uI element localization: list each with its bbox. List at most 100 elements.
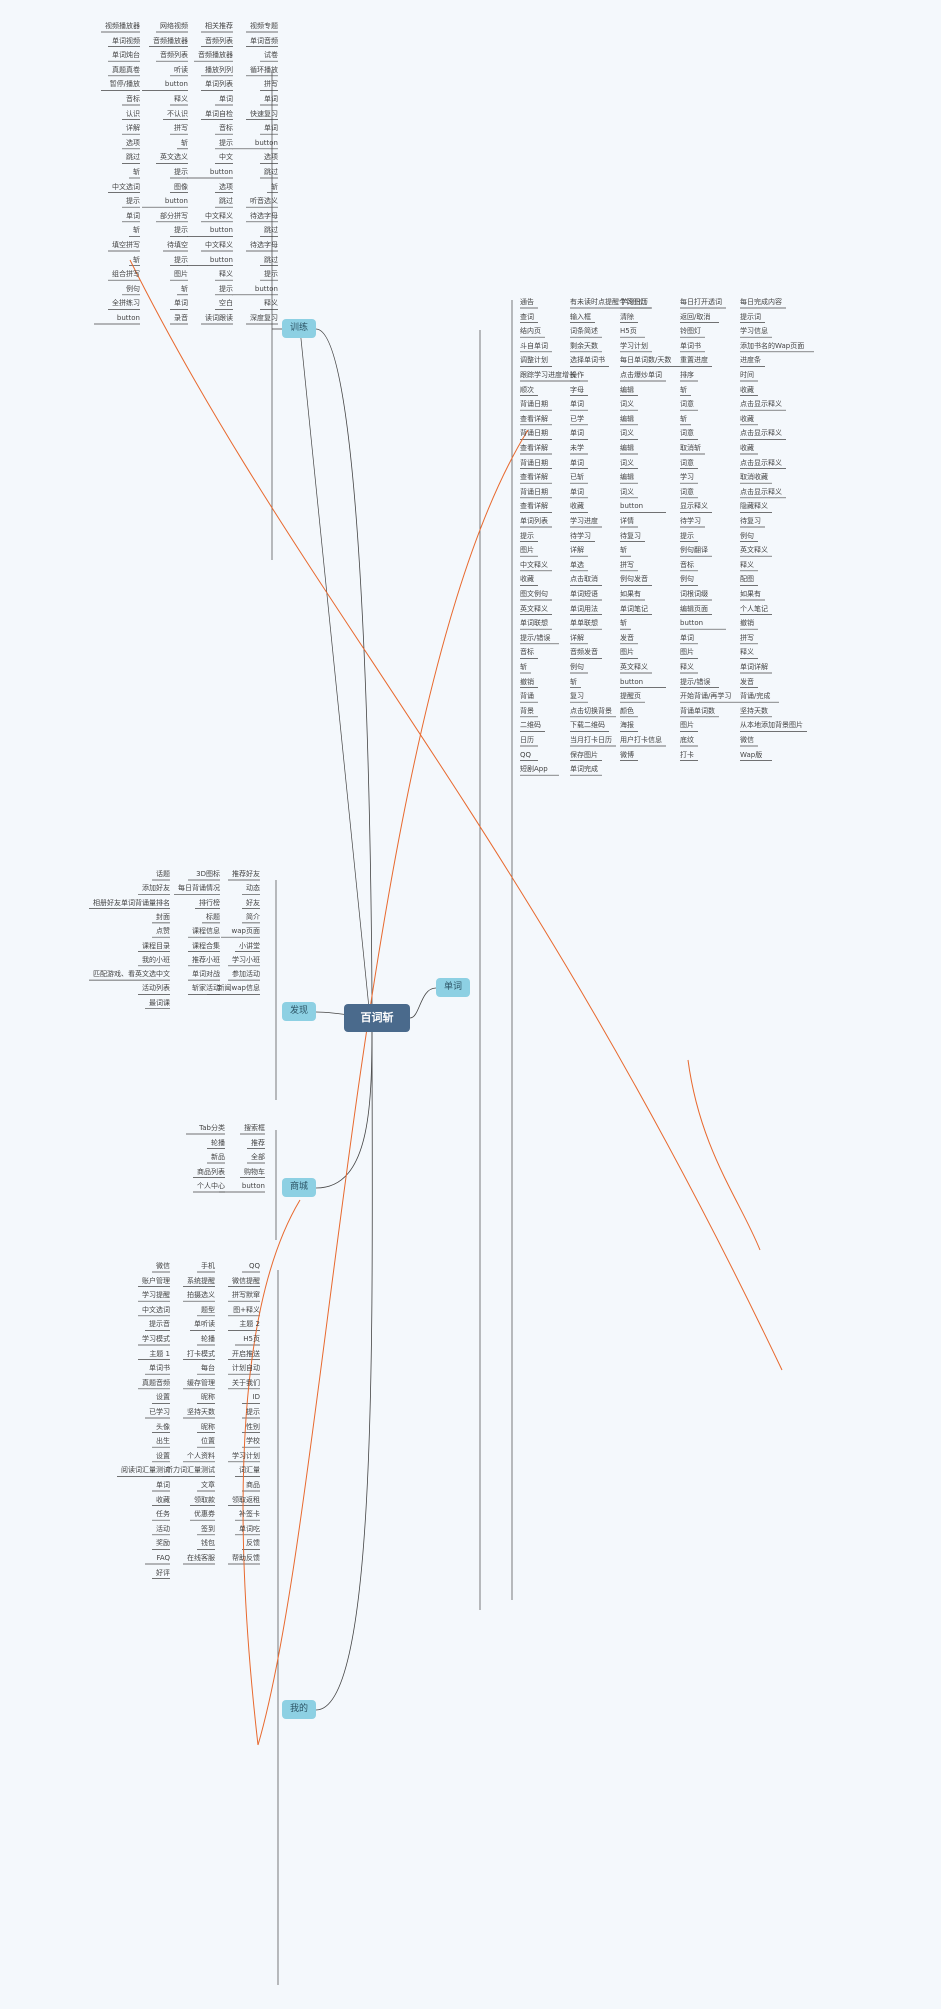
words-node[interactable]: 每日单词数/天数: [620, 356, 672, 365]
mine-node[interactable]: 位置: [201, 1437, 215, 1446]
discover-node[interactable]: 3D图标: [196, 870, 220, 878]
discover-node[interactable]: 相册好友单词背诵量排名: [93, 898, 170, 907]
mine-node[interactable]: H5页: [243, 1335, 260, 1343]
train-node[interactable]: 斩: [133, 255, 140, 264]
discover-node[interactable]: 简介: [246, 912, 260, 921]
discover-node[interactable]: 动态: [246, 884, 260, 893]
words-node[interactable]: 坚持天数: [740, 706, 768, 715]
train-node[interactable]: 待选字母: [250, 241, 278, 249]
train-node[interactable]: 例句: [126, 284, 140, 293]
train-node[interactable]: 待选字母: [250, 211, 278, 220]
mine-node[interactable]: 出生: [156, 1437, 170, 1446]
words-node[interactable]: 单词列表: [520, 517, 548, 525]
mine-node[interactable]: 中文选词: [142, 1305, 170, 1314]
mine-node[interactable]: 个人资料: [187, 1451, 215, 1460]
mine-node[interactable]: 商品: [246, 1481, 260, 1489]
mine-node[interactable]: 提示音: [149, 1320, 170, 1329]
mine-node[interactable]: 学校: [246, 1437, 260, 1446]
words-node[interactable]: 提示/错误: [520, 633, 551, 642]
train-node[interactable]: 试卷: [264, 51, 278, 60]
words-node[interactable]: 编辑: [620, 473, 634, 482]
words-node[interactable]: 单词用法: [570, 604, 598, 613]
mine-node[interactable]: 缓存管理: [187, 1378, 215, 1387]
words-node[interactable]: 背诵日期: [520, 400, 548, 409]
train-node[interactable]: 斩: [181, 284, 188, 293]
mine-node[interactable]: 帮助反馈: [232, 1554, 260, 1562]
train-node[interactable]: 全拼练习: [112, 299, 140, 308]
discover-node[interactable]: 活动列表: [142, 984, 170, 993]
words-node[interactable]: 选择单词书: [570, 356, 605, 365]
mine-node[interactable]: 主题 1: [149, 1349, 170, 1358]
words-node[interactable]: 显示释义: [680, 502, 708, 511]
words-node[interactable]: 剩余天数: [570, 341, 598, 350]
words-node[interactable]: 提醒页: [620, 692, 641, 701]
hub-shop[interactable]: 商城: [282, 1178, 316, 1197]
shop-node[interactable]: Tab分类: [199, 1124, 225, 1132]
words-node[interactable]: 释义: [740, 560, 754, 569]
words-node[interactable]: 点击显示释义: [740, 487, 782, 496]
discover-node[interactable]: 好友: [246, 898, 260, 907]
words-node[interactable]: 单选: [570, 560, 584, 569]
mine-node[interactable]: 开启推送: [232, 1349, 260, 1358]
train-node[interactable]: 提示: [126, 197, 140, 206]
mine-node[interactable]: 单听读: [194, 1320, 215, 1329]
discover-node[interactable]: 课程信息: [192, 927, 220, 936]
mine-node[interactable]: 已学习: [149, 1408, 170, 1416]
mine-node[interactable]: 词汇量: [239, 1466, 260, 1475]
mine-node[interactable]: 领取款: [194, 1495, 215, 1504]
discover-node[interactable]: 新闻wap信息: [217, 984, 260, 993]
mine-node[interactable]: 坚持天数: [187, 1408, 215, 1416]
words-node[interactable]: 如果有: [620, 590, 641, 598]
mine-node[interactable]: 系统提醒: [187, 1276, 215, 1285]
words-node[interactable]: 点击显示释义: [740, 458, 782, 467]
words-node[interactable]: 拼写: [620, 560, 634, 569]
discover-node[interactable]: 单词对战: [192, 970, 220, 979]
words-node[interactable]: 收藏: [740, 414, 754, 423]
train-node[interactable]: 选项: [264, 153, 278, 162]
words-node[interactable]: 图片: [680, 721, 694, 730]
mine-node[interactable]: 题型: [201, 1305, 215, 1314]
mine-node[interactable]: 阅读词汇量测试: [121, 1466, 170, 1475]
train-node[interactable]: 中文释义: [205, 241, 233, 249]
discover-node[interactable]: 课程目录: [142, 941, 170, 950]
discover-node[interactable]: 每日背诵情况: [178, 884, 220, 893]
discover-node[interactable]: 点赞: [156, 927, 170, 936]
train-node[interactable]: button: [254, 284, 278, 293]
words-node[interactable]: 例句: [680, 575, 694, 584]
mine-node[interactable]: 补签卡: [239, 1510, 260, 1519]
discover-node[interactable]: 推荐好友: [232, 870, 260, 878]
mine-node[interactable]: 微信提醒: [232, 1276, 260, 1285]
words-node[interactable]: 字母: [570, 385, 584, 394]
words-node[interactable]: 背诵: [520, 692, 534, 701]
words-node[interactable]: 学习日历: [620, 298, 648, 306]
words-node[interactable]: 词意: [680, 429, 694, 438]
words-node[interactable]: 单词: [570, 458, 584, 467]
train-node[interactable]: button: [209, 226, 233, 235]
words-node[interactable]: Wap版: [740, 750, 763, 759]
words-node[interactable]: 编辑: [620, 444, 634, 452]
words-node[interactable]: 收藏: [740, 385, 754, 394]
words-node[interactable]: 例句: [740, 531, 754, 540]
words-node[interactable]: 学习进度: [570, 517, 598, 525]
words-node[interactable]: 每日打开透词: [680, 298, 722, 306]
words-node[interactable]: 查看详解: [520, 444, 548, 452]
words-node[interactable]: 斩: [620, 546, 627, 555]
words-node[interactable]: 重置进度: [680, 356, 708, 365]
shop-node[interactable]: 商品列表: [197, 1167, 225, 1176]
mine-node[interactable]: 图+释义: [233, 1305, 260, 1314]
train-node[interactable]: button: [254, 138, 278, 147]
words-node[interactable]: 调整计划: [520, 356, 548, 365]
shop-node[interactable]: 搜索框: [244, 1124, 265, 1132]
words-node[interactable]: 单词: [680, 633, 694, 642]
words-node[interactable]: 打卡: [680, 750, 694, 759]
train-node[interactable]: 选项: [126, 138, 140, 147]
words-node[interactable]: 词义: [620, 429, 634, 438]
words-node[interactable]: 开始背诵/再学习: [680, 692, 732, 701]
train-node[interactable]: 图片: [174, 270, 188, 279]
train-node[interactable]: 中文释义: [205, 211, 233, 220]
train-node[interactable]: 空白: [219, 299, 233, 308]
words-node[interactable]: 收藏: [570, 502, 584, 511]
words-node[interactable]: 单词: [570, 400, 584, 409]
words-node[interactable]: 复习: [570, 692, 584, 701]
mine-node[interactable]: 设置: [156, 1393, 170, 1402]
